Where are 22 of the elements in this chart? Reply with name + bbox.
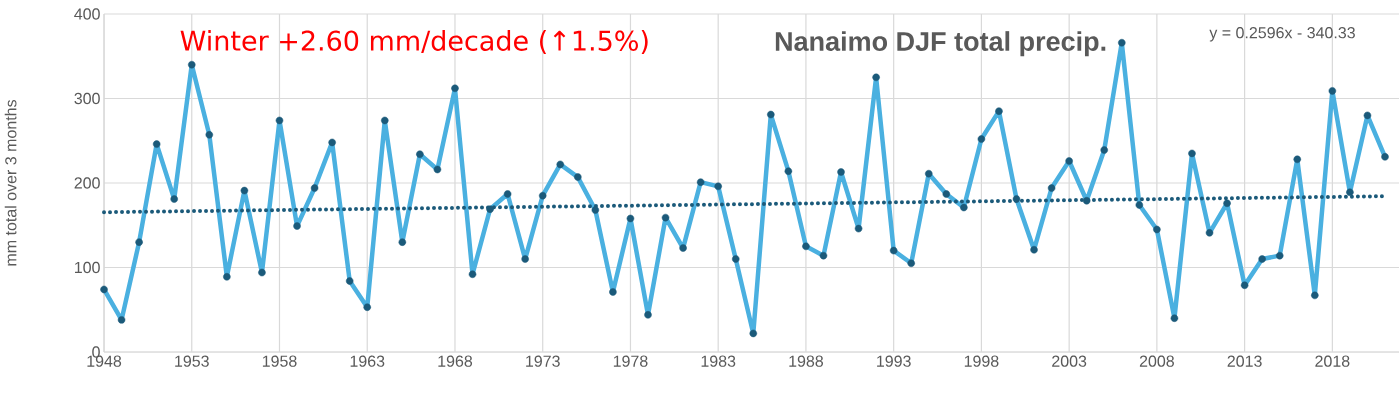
annotation: Winter +2.60 mm/decade (↑1.5%) [180, 30, 648, 55]
annotation: y = 0.2596x - 340.33 [1209, 27, 1355, 42]
x-tick-label: 1988 [789, 355, 824, 367]
x-tick-label: 2018 [1315, 355, 1350, 367]
x-tick-label: 2003 [1052, 355, 1087, 367]
x-tick-label: 1983 [701, 355, 736, 367]
x-tick-label: 1993 [877, 355, 911, 367]
y-tick-label: 400 [74, 8, 100, 20]
y-axis-title: mm total over 3 months [4, 100, 17, 266]
x-tick-label: 1968 [438, 355, 473, 367]
x-tick-label: 2013 [1227, 355, 1262, 367]
x-tick-label: 2008 [1139, 355, 1174, 367]
x-tick-label: 1973 [526, 355, 560, 367]
x-tick-label: 1978 [613, 355, 648, 367]
y-tick-label: 300 [74, 92, 100, 105]
x-tick-label: 1953 [175, 355, 209, 367]
y-tick-label: 100 [75, 261, 100, 274]
text: Nanaimo DJF total precip. [775, 31, 1106, 57]
x-tick-label: 1963 [350, 355, 385, 367]
x-tick-label: 1998 [964, 355, 999, 367]
y-tick-label: 200 [74, 177, 100, 189]
x-tick-label: 1958 [262, 355, 297, 367]
